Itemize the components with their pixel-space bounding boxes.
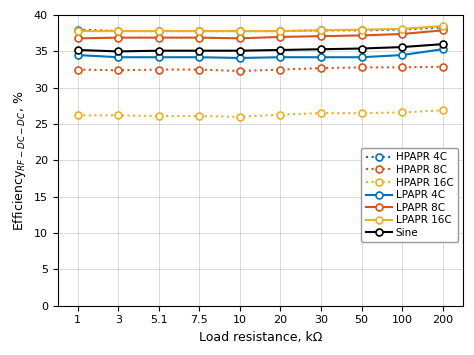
HPAPR 4C <box>278 29 283 33</box>
LPAPR 16C <box>399 27 405 31</box>
Sine <box>278 48 283 52</box>
HPAPR 4C <box>440 25 446 29</box>
HPAPR 16C <box>237 115 243 119</box>
Line: LPAPR 4C: LPAPR 4C <box>74 46 446 61</box>
LPAPR 4C <box>399 53 405 57</box>
LPAPR 4C <box>278 55 283 59</box>
HPAPR 16C <box>116 113 121 118</box>
LPAPR 8C <box>278 35 283 39</box>
LPAPR 4C <box>116 55 121 59</box>
Sine <box>116 49 121 54</box>
Y-axis label: Efficiency$_{RF-DC-DC}$, %: Efficiency$_{RF-DC-DC}$, % <box>11 90 28 230</box>
LPAPR 8C <box>116 36 121 40</box>
Sine <box>75 48 81 52</box>
HPAPR 16C <box>318 111 324 115</box>
HPAPR 8C <box>116 68 121 72</box>
LPAPR 4C <box>156 55 162 59</box>
LPAPR 8C <box>440 28 446 33</box>
Sine <box>440 42 446 46</box>
LPAPR 4C <box>440 47 446 51</box>
Sine <box>359 47 365 51</box>
HPAPR 8C <box>278 67 283 72</box>
Sine <box>237 49 243 53</box>
HPAPR 8C <box>237 69 243 73</box>
Line: HPAPR 8C: HPAPR 8C <box>74 63 446 75</box>
HPAPR 4C <box>75 27 81 32</box>
HPAPR 4C <box>399 27 405 32</box>
HPAPR 4C <box>237 29 243 33</box>
HPAPR 16C <box>399 110 405 115</box>
HPAPR 16C <box>278 113 283 117</box>
HPAPR 4C <box>359 28 365 33</box>
Line: HPAPR 4C: HPAPR 4C <box>74 24 446 34</box>
HPAPR 8C <box>156 67 162 72</box>
LPAPR 4C <box>318 55 324 59</box>
Sine <box>399 45 405 49</box>
LPAPR 8C <box>197 36 202 40</box>
HPAPR 4C <box>116 29 121 33</box>
Legend: HPAPR 4C, HPAPR 8C, HPAPR 16C, LPAPR 4C, LPAPR 8C, LPAPR 16C, Sine: HPAPR 4C, HPAPR 8C, HPAPR 16C, LPAPR 4C,… <box>361 148 458 242</box>
LPAPR 8C <box>318 34 324 38</box>
X-axis label: Load resistance, kΩ: Load resistance, kΩ <box>199 331 322 344</box>
HPAPR 4C <box>197 29 202 33</box>
HPAPR 4C <box>156 29 162 33</box>
LPAPR 4C <box>197 55 202 59</box>
HPAPR 8C <box>399 65 405 70</box>
LPAPR 8C <box>156 36 162 40</box>
LPAPR 8C <box>75 36 81 40</box>
LPAPR 16C <box>359 27 365 32</box>
Sine <box>197 49 202 53</box>
HPAPR 16C <box>197 114 202 118</box>
LPAPR 8C <box>237 36 243 40</box>
LPAPR 16C <box>318 28 324 33</box>
HPAPR 8C <box>75 67 81 72</box>
LPAPR 4C <box>75 53 81 57</box>
LPAPR 8C <box>399 32 405 36</box>
HPAPR 8C <box>197 67 202 72</box>
LPAPR 16C <box>116 29 121 33</box>
Sine <box>318 47 324 51</box>
HPAPR 8C <box>359 65 365 70</box>
Line: LPAPR 16C: LPAPR 16C <box>74 22 446 34</box>
HPAPR 8C <box>440 65 446 69</box>
LPAPR 16C <box>237 29 243 33</box>
HPAPR 16C <box>156 114 162 118</box>
HPAPR 4C <box>318 28 324 33</box>
Line: Sine: Sine <box>74 41 446 55</box>
Line: LPAPR 8C: LPAPR 8C <box>74 27 446 42</box>
HPAPR 16C <box>75 113 81 118</box>
LPAPR 4C <box>359 55 365 59</box>
Line: HPAPR 16C: HPAPR 16C <box>74 107 446 120</box>
LPAPR 8C <box>359 33 365 38</box>
HPAPR 16C <box>359 111 365 115</box>
LPAPR 16C <box>440 24 446 28</box>
LPAPR 4C <box>237 56 243 60</box>
LPAPR 16C <box>278 29 283 33</box>
LPAPR 16C <box>75 29 81 33</box>
Sine <box>156 49 162 53</box>
HPAPR 16C <box>440 108 446 113</box>
LPAPR 16C <box>156 29 162 33</box>
LPAPR 16C <box>197 29 202 33</box>
HPAPR 8C <box>318 66 324 70</box>
